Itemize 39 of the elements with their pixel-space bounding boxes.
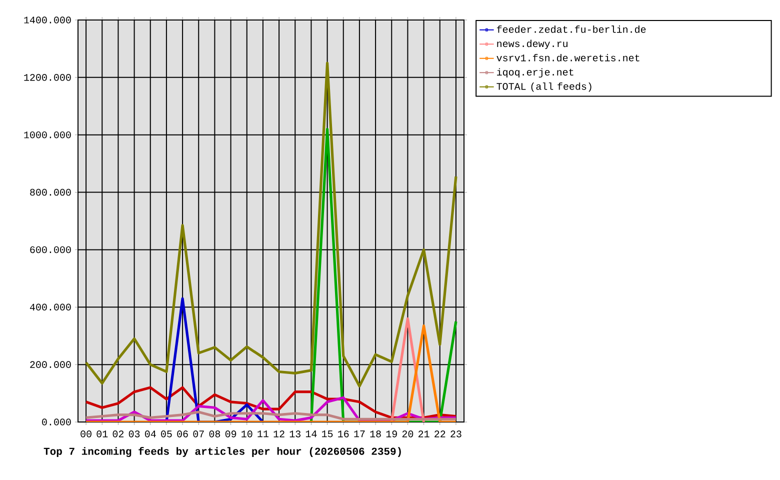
legend-label: TOTAL (all feeds)	[496, 82, 592, 92]
y-tick-label: 600.000	[30, 246, 71, 254]
y-tick-label: 1000.000	[24, 131, 71, 138]
x-tick-label: 21	[418, 430, 430, 438]
x-tick-label: 20	[402, 430, 414, 438]
x-tick-label: 14	[306, 430, 317, 438]
x-tick-label: 19	[386, 430, 397, 438]
text: Top 7 incoming feeds by articles per hour (20260506 2359)	[44, 447, 401, 457]
x-tick-label: 12	[274, 430, 284, 438]
x-tick-label: 23	[450, 430, 462, 438]
x-tick-label: 18	[370, 430, 381, 438]
x-tick-label: 08	[209, 430, 220, 438]
y-tick-label: 1400.000	[24, 16, 71, 24]
x-tick-label: 10	[242, 430, 252, 438]
y-tick-label: 800.000	[30, 188, 71, 196]
line-series	[84, 62, 458, 388]
x-tick-label: 13	[290, 430, 300, 438]
x-tick-label: 22	[434, 430, 446, 438]
x-tick-label: 11	[258, 430, 268, 438]
x-tick-label: 00	[80, 430, 92, 438]
y-tick-label: 0.000	[42, 418, 71, 426]
x-tick-label: 06	[177, 430, 188, 438]
x-tick-label: 03	[128, 430, 140, 438]
x-tick-label: 07	[193, 430, 204, 438]
x-tick-label: 02	[112, 430, 124, 438]
x-tick-label: 16	[338, 430, 349, 438]
legend-label: news.dewy.ru	[497, 40, 568, 50]
legend-label: iqoq.erje.net	[497, 68, 574, 78]
x-tick-label: 15	[322, 430, 333, 438]
x-tick-label: 01	[96, 430, 108, 438]
y-tick-label: 200.000	[30, 361, 71, 368]
y-tick-label: 400.000	[30, 304, 71, 311]
legend-label: vsrv1.fsn.de.weretis.net	[496, 54, 640, 62]
x-tick-label: 04	[144, 430, 156, 438]
x-tick-label: 09	[225, 430, 236, 438]
x-tick-label: 17	[354, 430, 365, 438]
x-tick-label: 05	[161, 430, 172, 438]
legend-label: feeder.zedat.fu-berlin.de	[496, 26, 646, 33]
y-tick-label: 1200.000	[24, 74, 71, 81]
